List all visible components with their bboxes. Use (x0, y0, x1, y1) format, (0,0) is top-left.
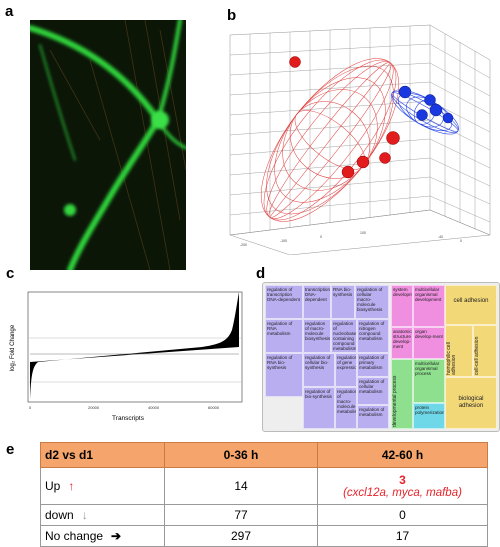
fold-change-svg: 0 20000 40000 60000 Transcripts log₂ Fol… (10, 291, 243, 422)
treemap-tile: regulation of cellular metabolism (357, 377, 389, 405)
treemap-tile: regulation of macro-molecule metabolism (335, 387, 357, 429)
panel-label-d: d (256, 265, 266, 282)
treemap-tile: developmental process (391, 359, 413, 429)
xtick-0: 0 (29, 405, 32, 410)
table-row: No change ➔ 297 17 (40, 525, 488, 547)
micrograph-image (30, 20, 186, 270)
table-row: Up ↑ 14 3 (cxcl12a, myca, mafba) (40, 467, 488, 505)
svg-text:-40: -40 (438, 235, 443, 239)
expression-table: d2 vs d1 0-36 h 42-60 h Up ↑ 14 3 (cxcl12a… (40, 442, 488, 547)
row-label-no-change: No change ➔ (40, 525, 165, 547)
treemap-tile: regulation of nucleobase containing comp… (331, 319, 357, 353)
treemap-tile: regulation of primary metabolism (357, 353, 389, 377)
xtick-20000: 20000 (88, 405, 100, 410)
pca-3d-plot: -200 -100 0 100 -40 0 (210, 20, 495, 256)
row-label-down: down ↓ (40, 504, 165, 526)
x-axis-label: Transcripts (112, 415, 145, 422)
treemap-tile: homophilic cell adhesion (445, 325, 473, 377)
treemap-tile: multicellular organismal process (413, 359, 445, 403)
treemap-tile: RNA bio-synthesis (331, 285, 355, 319)
up-genes: (cxcl12a, myca, mafba) (343, 487, 462, 499)
go-treemap: regulation of transcription DNA-dependen… (262, 282, 500, 434)
table-header-row: d2 vs d1 0-36 h 42-60 h (40, 442, 488, 468)
xtick-60000: 60000 (208, 405, 220, 410)
svg-text:100: 100 (360, 231, 366, 235)
treemap-tile: regulation of metabolism (357, 405, 389, 429)
y-axis-label: log₂ Fold Change (10, 324, 16, 371)
down-arrow-icon: ↓ (81, 508, 88, 522)
treemap-tile: regulation of RNA metabolism (265, 319, 303, 353)
treemap-tile: regulation of cellular bio-synthesis (303, 353, 335, 387)
treemap-tile: transcription DNA-dependent (303, 285, 331, 319)
right-arrow-icon: ➔ (111, 529, 122, 543)
panel-label-a: a (5, 3, 14, 20)
row-label-up: Up ↑ (40, 467, 165, 505)
treemap-tile: biological adhesion (445, 377, 497, 429)
cell-nochange-0-36: 297 (164, 525, 318, 547)
cell-up-0-36: 14 (164, 467, 318, 505)
up-arrow-icon: ↑ (68, 479, 75, 493)
treemap-tile: organ develop-ment (413, 327, 445, 359)
treemap-tile: regulation of bio-synthesis (303, 387, 335, 429)
treemap-tile: regulation of gene expression (335, 353, 357, 387)
cell-down-42-60: 0 (317, 504, 488, 526)
panel-label-b: b (227, 7, 237, 24)
treemap-tile: regulation of nitrogen compound metaboli… (357, 319, 389, 353)
treemap-tile: multicellular organismal development (413, 285, 445, 327)
panel-label-e: e (6, 441, 15, 458)
table-row: down ↓ 77 0 (40, 504, 488, 526)
treemap-tile: regulation of macro-molecule biosynthesi… (303, 319, 331, 353)
xtick-40000: 40000 (148, 405, 160, 410)
header-0-36h: 0-36 h (164, 442, 318, 468)
cell-down-0-36: 77 (164, 504, 318, 526)
svg-text:-100: -100 (280, 239, 287, 243)
header-42-60h: 42-60 h (317, 442, 488, 468)
cell-up-42-60: 3 (cxcl12a, myca, mafba) (317, 467, 488, 505)
treemap-tile: anatomical structure develop-ment (391, 327, 413, 359)
svg-text:-200: -200 (240, 243, 247, 247)
svg-text:0: 0 (460, 239, 462, 243)
panel-label-c: c (6, 265, 15, 282)
pca-3d-svg: -200 -100 0 100 -40 0 (229, 24, 491, 256)
header-comparison: d2 vs d1 (40, 442, 165, 468)
treemap-tile: regulation of RNA bio-synthesis (265, 353, 303, 397)
treemap-tile: system development (391, 285, 413, 327)
cell-nochange-42-60: 17 (317, 525, 488, 547)
treemap-tile: cell-cell adhesion (473, 325, 497, 377)
treemap-tile: regulation of cellular macro-molecule bi… (355, 285, 389, 319)
treemap-tile: protein polymerization (413, 403, 445, 429)
svg-text:0: 0 (320, 235, 322, 239)
treemap-tile: cell adhesion (445, 285, 497, 325)
treemap-tile: regulation of transcription DNA-dependen… (265, 285, 303, 319)
micrograph-panel (30, 20, 186, 270)
fold-change-plot: 0 20000 40000 60000 Transcripts log₂ Fol… (2, 278, 250, 438)
